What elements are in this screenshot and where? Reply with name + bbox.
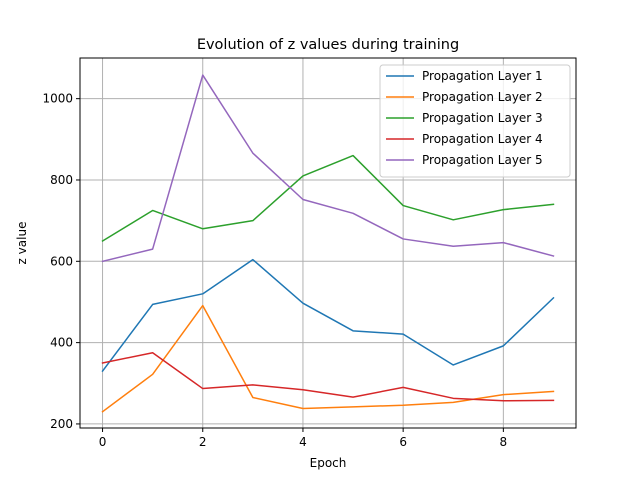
series-line-1 xyxy=(101,258,555,373)
legend-label-4: Propagation Layer 4 xyxy=(422,132,543,146)
x-tick-label: 6 xyxy=(399,435,407,449)
series-line-5 xyxy=(101,74,555,263)
x-tick-label: 2 xyxy=(199,435,207,449)
legend-label-2: Propagation Layer 2 xyxy=(422,90,543,104)
x-axis-ticks: 0 2 4 6 8 xyxy=(99,428,507,449)
legend-label-1: Propagation Layer 1 xyxy=(422,69,543,83)
y-tick-label: 1000 xyxy=(42,92,73,106)
series-line-2 xyxy=(101,304,555,413)
y-tick-label: 200 xyxy=(50,417,73,431)
y-tick-label: 800 xyxy=(50,173,73,187)
series-line-4 xyxy=(101,352,555,402)
series-line-3 xyxy=(101,154,555,243)
x-tick-label: 4 xyxy=(299,435,307,449)
x-tick-label: 8 xyxy=(500,435,508,449)
legend-label-5: Propagation Layer 5 xyxy=(422,153,543,167)
plot-area-frame xyxy=(79,57,577,429)
legend-box xyxy=(379,64,571,178)
legend: Propagation Layer 1 Propagation Layer 2 Pr… xyxy=(379,64,571,178)
legend-label-3: Propagation Layer 3 xyxy=(422,111,543,125)
x-tick-label: 0 xyxy=(99,435,107,449)
series-lines xyxy=(101,74,555,413)
chart-title: Evolution of z values during training xyxy=(197,37,459,53)
y-tick-label: 400 xyxy=(50,336,73,350)
x-axis-label: Epoch xyxy=(310,456,347,470)
y-tick-label: 600 xyxy=(50,254,73,268)
y-axis-ticks: 200 400 600 800 1000 xyxy=(42,92,80,431)
y-axis-label: z value xyxy=(15,222,29,265)
